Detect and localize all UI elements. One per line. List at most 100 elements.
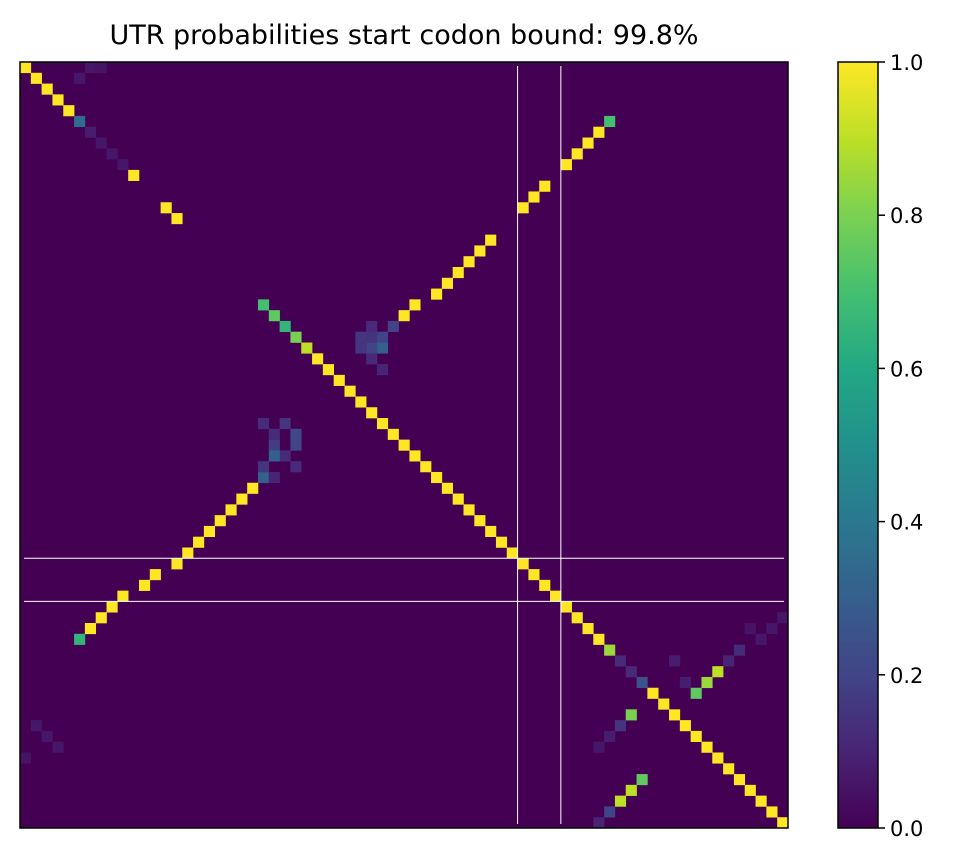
heatmap-cell xyxy=(366,320,378,333)
heatmap-cell xyxy=(95,62,107,74)
heatmap-cell xyxy=(409,299,421,311)
heatmap-cell xyxy=(398,439,410,451)
heatmap-cell xyxy=(322,364,334,376)
heatmap-cell xyxy=(690,687,702,699)
heatmap-cell xyxy=(387,428,399,440)
heatmap-cell xyxy=(182,547,194,559)
heatmap-cell xyxy=(593,126,605,138)
heatmap-cells xyxy=(20,62,789,829)
heatmap-cell xyxy=(744,784,756,796)
heatmap-cell xyxy=(528,191,540,203)
colorbar: 0.0 0.2 0.4 0.6 0.8 1.0 xyxy=(837,51,923,841)
heatmap-cell xyxy=(712,666,724,678)
heatmap-cell xyxy=(701,741,713,753)
heatmap-cell xyxy=(604,730,616,742)
heatmap-cell xyxy=(733,774,746,786)
heatmap-cell xyxy=(74,72,86,84)
colorbar-tick-label: 0.4 xyxy=(890,511,923,535)
heatmap-cell xyxy=(203,525,216,538)
heatmap-cell xyxy=(117,590,129,602)
heatmap-cell xyxy=(669,655,681,667)
colorbar-tick-label: 0.6 xyxy=(890,357,923,381)
heatmap-cell xyxy=(441,482,453,494)
heatmap-cell xyxy=(506,547,518,559)
heatmap-cell xyxy=(30,72,42,84)
heatmap-cell xyxy=(366,331,378,343)
heatmap-cell xyxy=(517,558,529,570)
heatmap-cell xyxy=(268,428,280,440)
heatmap-cell xyxy=(193,536,205,548)
heatmap-cell xyxy=(539,180,551,192)
heatmap-cell xyxy=(571,148,583,160)
heatmap-cell xyxy=(409,450,421,462)
heatmap-cell xyxy=(63,105,75,117)
heatmap-cell xyxy=(604,644,616,656)
heatmap-cell xyxy=(431,471,443,484)
heatmap-cell xyxy=(539,579,551,591)
heatmap-cell xyxy=(171,558,183,570)
heatmap-cell xyxy=(225,504,237,516)
heatmap-cell xyxy=(614,720,627,732)
heatmap-cell xyxy=(333,374,345,386)
heatmap-cell xyxy=(20,62,32,74)
heatmap-cell xyxy=(290,331,302,343)
heatmap-cell xyxy=(84,623,97,635)
heatmap-cell xyxy=(755,795,767,807)
heatmap-cell xyxy=(236,493,248,505)
heatmap-cell xyxy=(279,320,291,333)
heatmap-cell xyxy=(268,439,280,451)
heatmap-cell xyxy=(723,763,735,775)
heatmap-cell xyxy=(441,277,453,289)
heatmap-cell xyxy=(257,471,270,484)
colorbar-tick-label: 0.8 xyxy=(890,204,923,228)
heatmap-cell xyxy=(376,364,389,376)
heatmap-cell xyxy=(106,601,118,613)
heatmap-cell xyxy=(257,299,270,311)
heatmap-cell xyxy=(463,504,475,516)
colorbar-ticks: 0.0 0.2 0.4 0.6 0.8 1.0 xyxy=(878,51,923,841)
heatmap-cell xyxy=(485,525,497,538)
heatmap-cell xyxy=(625,709,637,721)
heatmap-cell xyxy=(268,471,280,484)
colorbar-tick-label: 0.0 xyxy=(890,817,923,841)
heatmap-cell xyxy=(290,461,302,473)
heatmap-cell xyxy=(355,331,367,343)
heatmap-cell xyxy=(376,342,389,354)
heatmap-cell xyxy=(452,266,464,279)
heatmap-cell xyxy=(452,493,464,505)
heatmap-cell xyxy=(463,256,475,268)
heatmap-cell xyxy=(582,623,594,635)
heatmap-cell xyxy=(279,450,291,462)
heatmap-cell xyxy=(669,709,681,721)
heatmap-cell xyxy=(647,687,659,699)
heatmap-cell xyxy=(777,612,789,624)
heatmap-frame xyxy=(19,61,789,829)
heatmap-cell xyxy=(420,461,432,473)
heatmap-plot-area xyxy=(19,61,789,829)
heatmap-cell xyxy=(474,245,486,257)
colorbar-gradient xyxy=(837,61,879,829)
heatmap-cell xyxy=(366,353,378,365)
heatmap-cell xyxy=(560,601,572,613)
heatmap-cell xyxy=(106,148,118,160)
heatmap-cell xyxy=(701,676,713,689)
guide-lines xyxy=(24,66,784,824)
heatmap-cell xyxy=(636,676,648,689)
heatmap-cell xyxy=(679,720,691,732)
heatmap-cell xyxy=(52,741,64,753)
heatmap-cell xyxy=(355,342,367,354)
heatmap-cell xyxy=(387,320,399,333)
heatmap-cell xyxy=(376,418,389,430)
heatmap-cell xyxy=(766,806,778,818)
heatmap-cell xyxy=(95,612,107,624)
heatmap-cell xyxy=(398,310,410,322)
heatmap-cell xyxy=(376,331,389,343)
heatmap-cell xyxy=(733,644,746,656)
heatmap-cell xyxy=(517,202,529,214)
heatmap-cell xyxy=(268,310,280,322)
heatmap-cell xyxy=(636,774,648,786)
heatmap-cell xyxy=(257,418,270,430)
heatmap-cell xyxy=(625,784,637,796)
heatmap-cell xyxy=(777,817,789,829)
